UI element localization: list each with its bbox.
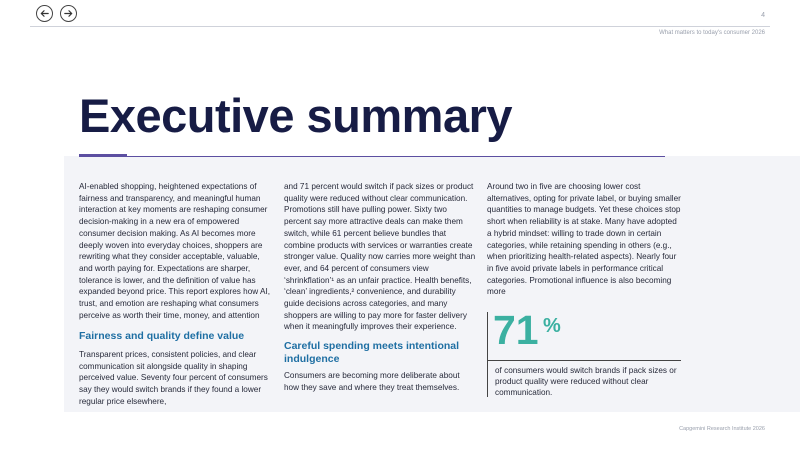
header-divider	[30, 26, 770, 27]
stat-vertical-rule	[487, 312, 488, 397]
section-heading-fairness: Fairness and quality define value	[79, 330, 245, 342]
previous-page-button[interactable]	[36, 5, 53, 22]
column-1: AI-enabled shopping, heightened expectat…	[79, 181, 271, 321]
next-page-button[interactable]	[60, 5, 77, 22]
column-2-text: and 71 percent would switch if pack size…	[284, 182, 476, 332]
stat-number: 71	[493, 307, 539, 353]
document-title: What matters to today's consumer 2026	[659, 30, 765, 36]
stat-percent-sign: %	[543, 315, 561, 337]
page-title: Executive summary	[79, 89, 513, 142]
column-1-text-2: Transparent prices, consistent policies,…	[79, 350, 268, 406]
title-accent-bar	[79, 154, 127, 157]
column-3: Around two in five are choosing lower co…	[487, 181, 681, 298]
section-heading-careful-spending: Careful spending meets intentional indul…	[284, 340, 460, 365]
column-1-text: AI-enabled shopping, heightened expectat…	[79, 182, 271, 320]
column-2: and 71 percent would switch if pack size…	[284, 181, 476, 333]
stat-caption: of consumers would switch brands if pack…	[495, 366, 677, 397]
arrow-left-icon	[40, 10, 49, 17]
title-underline	[127, 156, 665, 157]
page-number: 4	[761, 12, 765, 19]
content-panel	[64, 156, 800, 412]
arrow-right-icon	[64, 10, 73, 17]
column-3-text: Around two in five are choosing lower co…	[487, 182, 681, 297]
footer-credit: Capgemini Research Institute 2026	[679, 426, 765, 432]
column-2-text-2: Consumers are becoming more deliberate a…	[284, 371, 460, 392]
stat-horizontal-rule	[487, 360, 681, 361]
